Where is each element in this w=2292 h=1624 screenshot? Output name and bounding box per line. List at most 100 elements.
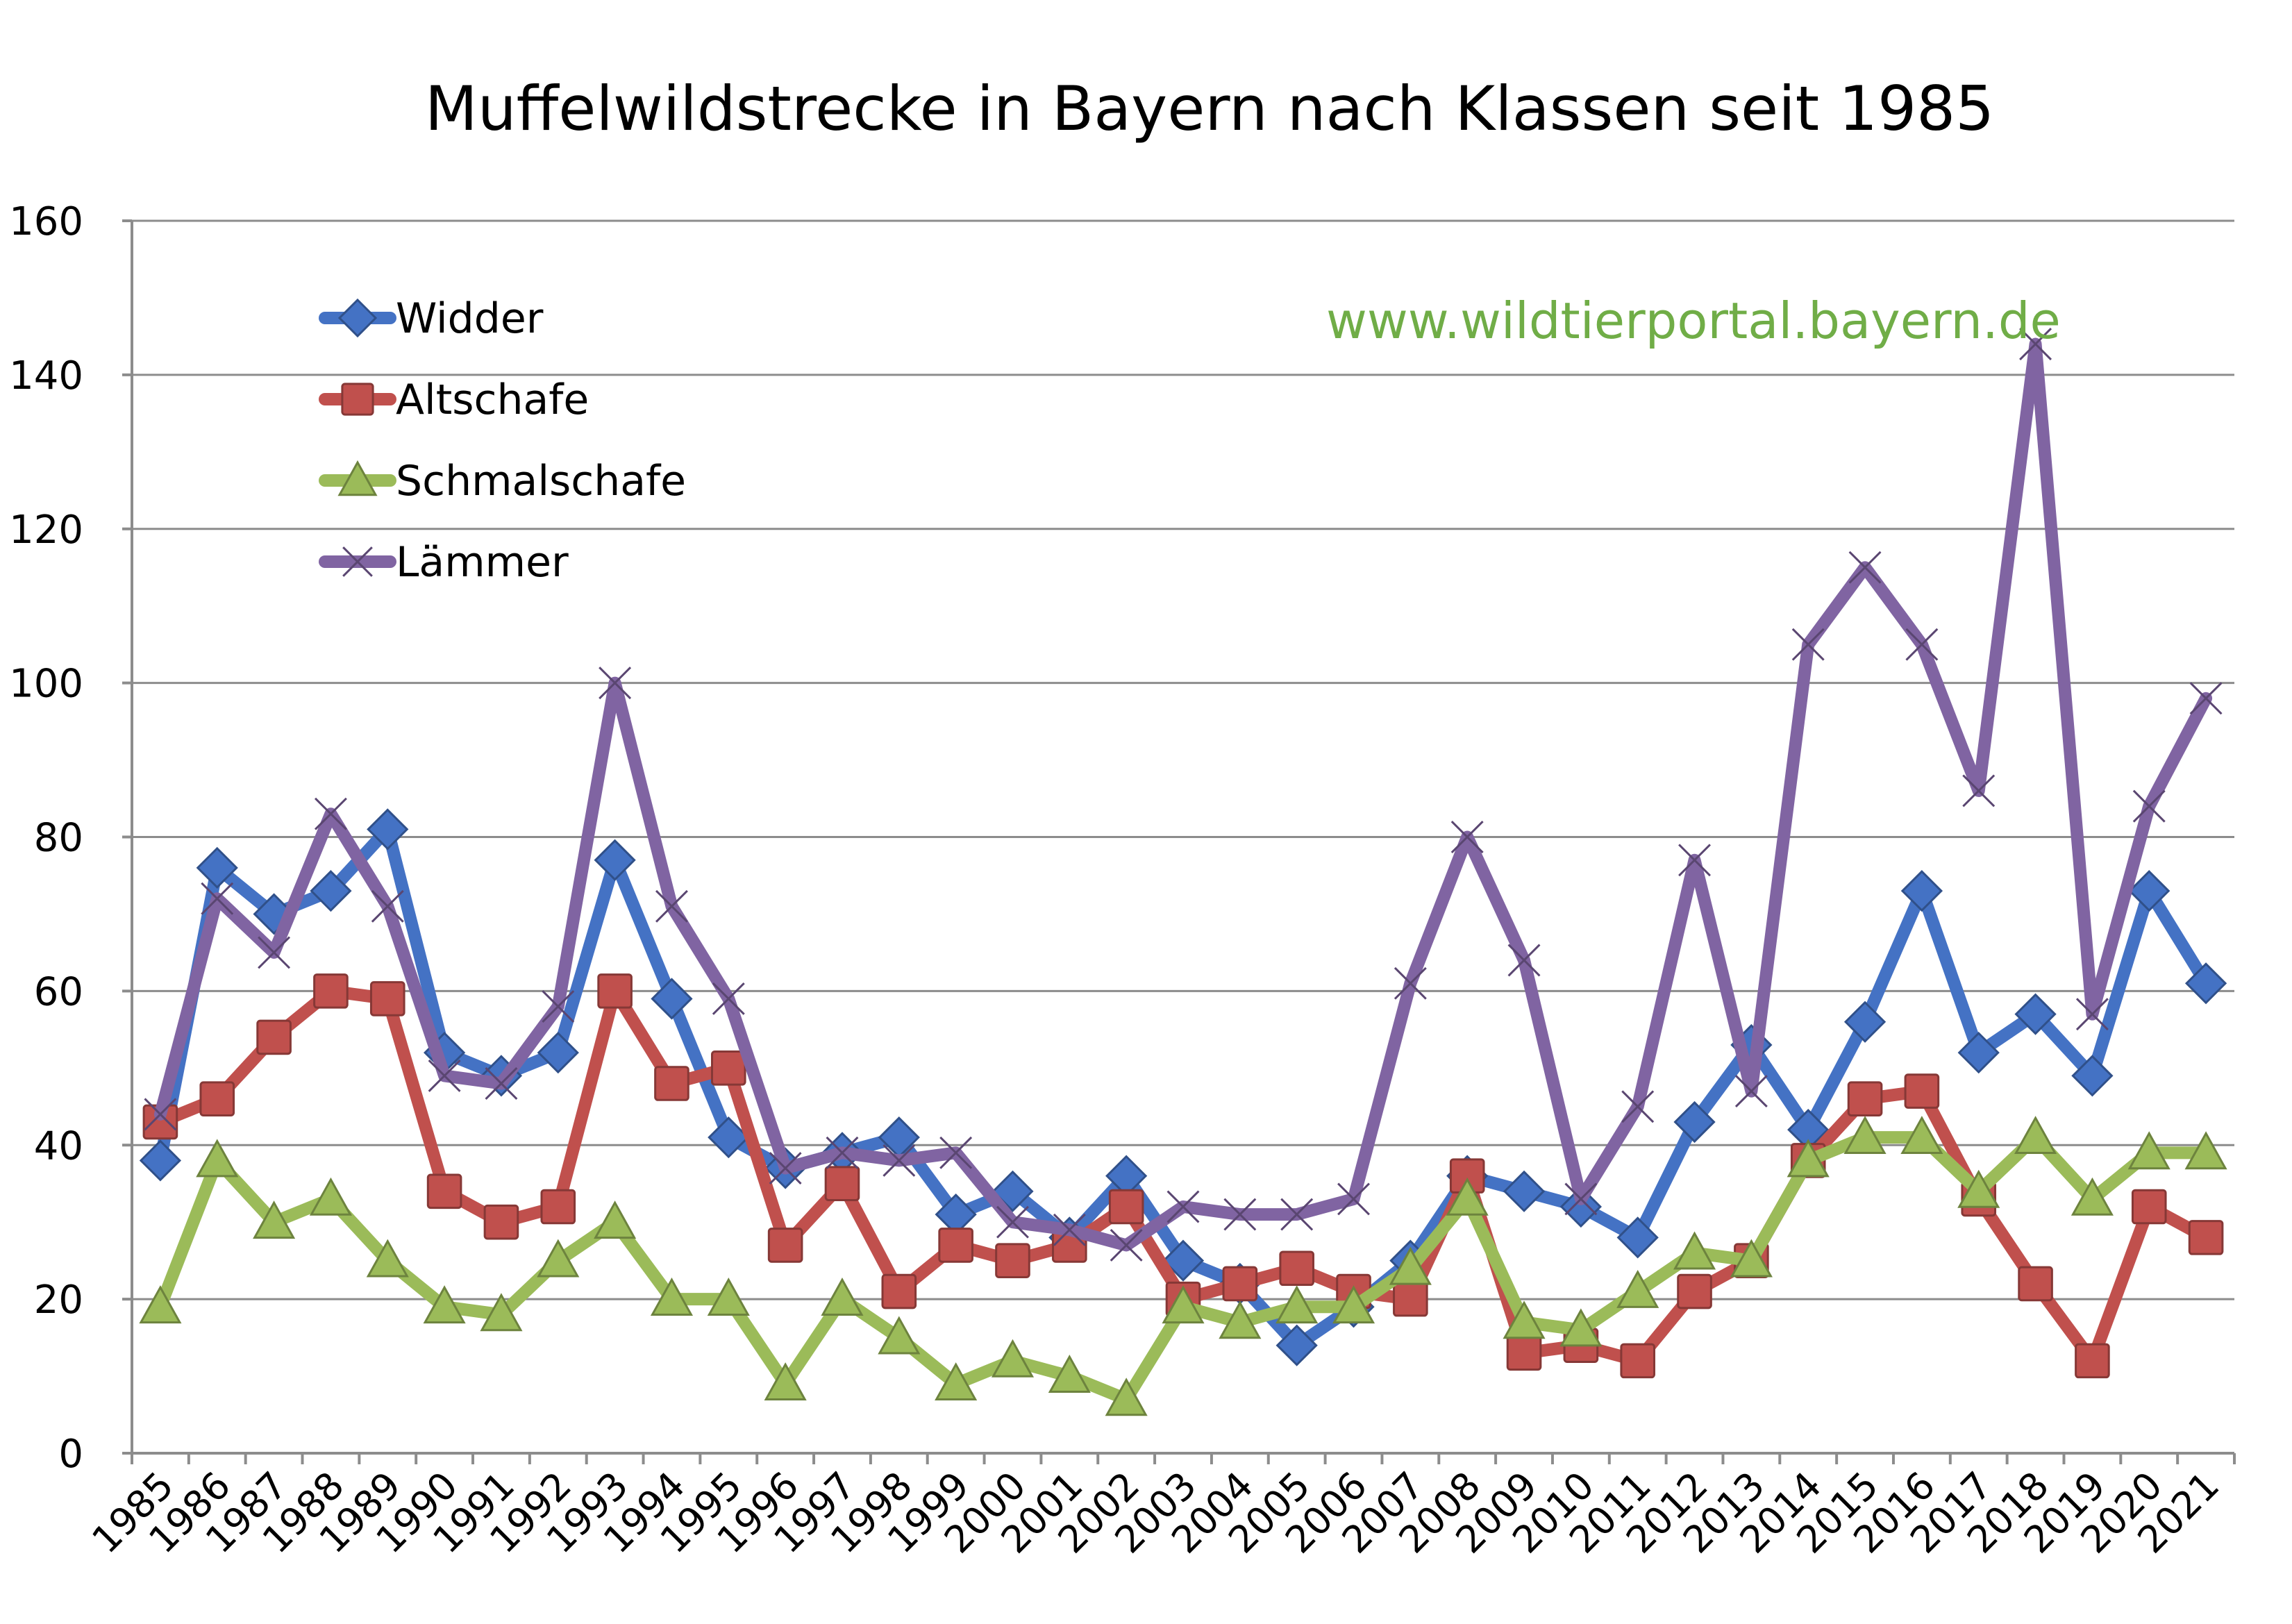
- data-point: [1279, 1250, 1314, 1287]
- data-point: [826, 1136, 859, 1169]
- data-point: [199, 1081, 235, 1116]
- data-point: [1503, 1300, 1546, 1339]
- series-lines: [139, 328, 2227, 1416]
- data-point: [1559, 1308, 1603, 1347]
- data-point: [599, 667, 632, 700]
- data-point: [707, 1278, 750, 1316]
- data-point: [1162, 1285, 1205, 1324]
- x-axis-ticks: 1985198619871988198919901991199219931994…: [83, 1464, 2227, 1562]
- data-point: [1223, 1198, 1257, 1231]
- legend-label: Widder: [396, 294, 544, 343]
- data-point: [1843, 1001, 1887, 1043]
- data-point: [256, 1019, 292, 1055]
- data-point: [654, 1066, 689, 1101]
- data-point: [821, 1278, 864, 1316]
- data-point: [878, 1316, 921, 1355]
- data-point: [594, 1200, 637, 1239]
- data-point: [708, 1116, 750, 1159]
- data-point: [1677, 1273, 1712, 1309]
- data-point: [1678, 844, 1712, 877]
- data-point: [1957, 1032, 2000, 1074]
- data-point: [423, 1285, 466, 1324]
- data-point: [1110, 1229, 1143, 1262]
- y-tick-label: 100: [9, 662, 83, 707]
- y-tick-label: 20: [34, 1278, 83, 1323]
- data-point: [651, 978, 693, 1020]
- data-point: [1053, 1213, 1086, 1246]
- data-point: [369, 981, 405, 1016]
- data-point: [1166, 1190, 1200, 1223]
- data-point: [2071, 1177, 2114, 1216]
- data-point: [1616, 1269, 1659, 1308]
- data-point: [1957, 1169, 2000, 1208]
- data-point: [1620, 1343, 1656, 1379]
- data-point: [1108, 1189, 1144, 1225]
- data-point: [764, 1362, 807, 1401]
- data-point: [881, 1273, 917, 1309]
- data-point: [597, 973, 633, 1009]
- data-point: [712, 982, 745, 1015]
- data-point: [1905, 628, 1939, 661]
- data-point: [710, 1050, 746, 1086]
- data-point: [366, 1239, 409, 1278]
- data-point: [1219, 1300, 1262, 1339]
- data-point: [824, 1166, 860, 1202]
- y-tick-label: 60: [34, 969, 83, 1014]
- data-point: [1787, 1139, 1830, 1178]
- data-point: [1503, 1170, 1546, 1212]
- legend-label: Lämmer: [396, 538, 569, 587]
- data-point: [1621, 1090, 1655, 1123]
- data-point: [1673, 1100, 1716, 1144]
- legend-item: Lämmer: [319, 538, 569, 587]
- data-point: [1280, 1198, 1314, 1231]
- data-point: [996, 1205, 1029, 1239]
- data-point: [426, 1173, 462, 1209]
- data-point: [258, 936, 291, 969]
- data-point: [1506, 1335, 1542, 1371]
- data-point: [1222, 1266, 1258, 1302]
- data-point: [1616, 1216, 1659, 1259]
- data-point: [2075, 1343, 2110, 1379]
- data-point: [769, 1152, 802, 1184]
- data-point: [1734, 1075, 1768, 1108]
- y-tick-label: 40: [34, 1123, 83, 1169]
- legend-label: Altschafe: [396, 376, 589, 424]
- axes: [122, 219, 2236, 1464]
- data-point: [428, 1059, 461, 1092]
- data-point: [935, 1362, 978, 1401]
- data-point: [1394, 966, 1427, 1000]
- data-point: [1105, 1378, 1148, 1416]
- data-point: [1904, 1073, 1940, 1109]
- data-point: [253, 1200, 296, 1239]
- legend-label: Schmalschafe: [396, 457, 686, 505]
- data-point: [2132, 789, 2166, 823]
- data-point: [1847, 1081, 1883, 1116]
- data-point: [196, 846, 238, 889]
- data-point: [537, 1032, 579, 1074]
- data-point: [309, 1177, 352, 1216]
- y-tick-label: 120: [9, 508, 83, 553]
- data-point: [1730, 1239, 1773, 1278]
- y-axis-ticks: 0 20 40 60 80 100 120 140 160: [9, 199, 83, 1477]
- data-point: [2131, 1189, 2167, 1225]
- y-tick-label: 0: [58, 1432, 83, 1477]
- legend-marker: [342, 546, 373, 577]
- data-point: [2018, 1266, 2053, 1302]
- legend-item: Schmalschafe: [319, 457, 686, 505]
- watermark-url: www.wildtierportal.bayern.de: [1326, 292, 2061, 350]
- data-point: [1332, 1285, 1375, 1324]
- data-point: [882, 1144, 916, 1177]
- data-point: [2188, 1220, 2224, 1255]
- data-point: [196, 1139, 239, 1178]
- data-point: [2071, 1055, 2114, 1097]
- legend-item: Widder: [319, 294, 544, 343]
- legend-marker: [337, 298, 378, 338]
- data-point: [2128, 870, 2170, 912]
- series-l-mmer: [144, 328, 2223, 1262]
- data-point: [537, 1239, 580, 1278]
- y-tick-label: 160: [9, 199, 83, 244]
- gridlines: [132, 219, 2234, 1300]
- data-point: [1559, 1185, 1602, 1228]
- legend-marker: [337, 460, 378, 496]
